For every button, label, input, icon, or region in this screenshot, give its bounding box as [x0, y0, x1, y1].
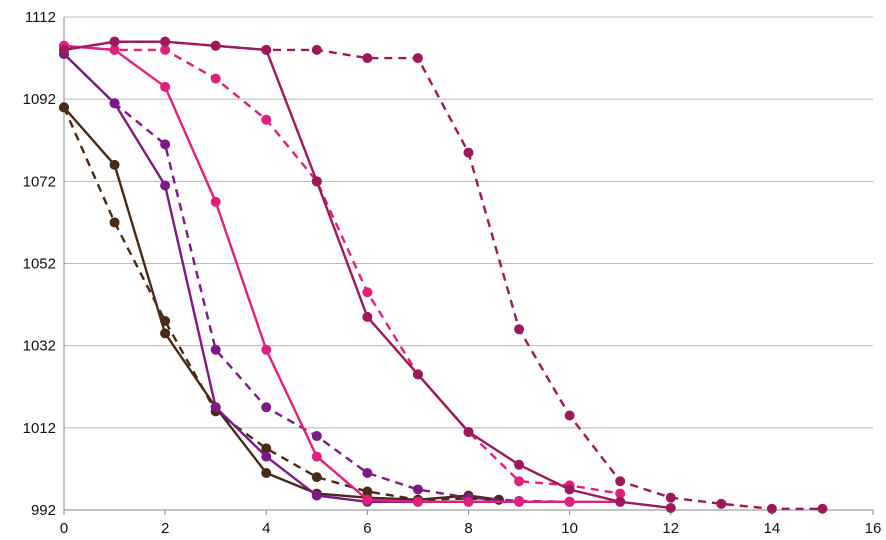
data-point	[362, 53, 373, 64]
x-tick-label: 8	[464, 520, 472, 537]
data-point	[362, 311, 373, 322]
x-tick-label: 4	[262, 520, 270, 537]
data-point	[564, 484, 575, 495]
data-point	[766, 503, 777, 514]
series-line	[62, 106, 499, 501]
data-point	[412, 496, 423, 507]
data-point	[261, 443, 272, 454]
y-tick-label: 1052	[23, 256, 56, 273]
data-point	[615, 496, 626, 507]
data-point	[362, 287, 373, 298]
data-point	[210, 40, 221, 51]
data-point	[615, 488, 626, 499]
data-point	[311, 176, 322, 187]
y-tick-label: 1032	[23, 338, 56, 355]
series-line	[63, 40, 671, 510]
series-line	[63, 40, 823, 510]
data-point	[160, 81, 171, 92]
series-line	[63, 106, 499, 501]
data-point	[311, 431, 322, 442]
x-tick-label: 12	[662, 520, 679, 537]
data-point	[261, 402, 272, 413]
data-point	[463, 426, 474, 437]
x-tick-label: 16	[865, 520, 882, 537]
data-point	[261, 114, 272, 125]
series-7	[59, 36, 828, 514]
data-point	[109, 36, 120, 47]
data-point	[311, 44, 322, 55]
series-line	[63, 44, 621, 495]
data-point	[59, 102, 69, 113]
data-point	[109, 217, 120, 228]
data-point	[362, 494, 373, 505]
data-point	[210, 73, 221, 84]
x-tick-label: 2	[161, 520, 169, 537]
data-point	[362, 486, 373, 497]
x-tick-label: 6	[363, 520, 371, 537]
x-tick-label: 14	[764, 520, 781, 537]
data-point	[564, 410, 575, 421]
axes	[63, 17, 874, 515]
data-point	[311, 451, 322, 462]
data-point	[564, 496, 575, 507]
y-tick-label: 1092	[23, 91, 56, 108]
data-point	[109, 98, 120, 109]
data-point	[412, 484, 423, 495]
data-point	[311, 472, 322, 483]
data-point	[160, 328, 171, 339]
series-6	[59, 36, 676, 513]
data-point	[311, 490, 322, 501]
series-line	[63, 44, 621, 503]
data-point	[59, 44, 69, 55]
data-point	[463, 147, 474, 158]
series-5	[59, 40, 626, 499]
x-tick-labels: 0 2 4 6 8 10 12 14 16	[60, 520, 882, 537]
y-tick-label: 992	[31, 502, 56, 519]
data-point	[261, 344, 272, 355]
data-point	[514, 459, 525, 470]
data-point	[665, 492, 676, 503]
data-point	[210, 196, 221, 207]
data-point	[210, 402, 221, 413]
data-point	[362, 468, 373, 479]
y-tick-labels: 992 1012 1032 1052 1072 1092 1112	[23, 9, 56, 519]
data-point	[160, 44, 171, 55]
x-tick-label: 10	[561, 520, 578, 537]
data-point	[514, 496, 525, 507]
y-tick-label: 1112	[25, 9, 56, 26]
data-point	[160, 180, 171, 191]
data-point	[514, 324, 525, 335]
data-point	[160, 316, 171, 327]
data-point	[817, 503, 828, 514]
y-tick-label: 1012	[23, 420, 56, 437]
data-point	[261, 468, 272, 479]
data-point	[716, 498, 727, 509]
data-point	[615, 476, 626, 487]
gridlines	[64, 16, 873, 429]
data-point	[160, 139, 171, 150]
data-point	[109, 159, 120, 170]
data-point	[463, 496, 474, 507]
data-point	[160, 36, 171, 47]
series-1	[59, 102, 504, 505]
data-point	[412, 53, 423, 64]
series-group	[59, 36, 828, 514]
data-point	[261, 44, 272, 55]
data-point	[665, 502, 676, 513]
x-tick-label: 0	[60, 520, 68, 537]
data-point	[514, 476, 525, 487]
y-tick-label: 1072	[23, 173, 56, 190]
data-point	[210, 344, 221, 355]
series-0	[59, 102, 504, 505]
data-point	[109, 44, 120, 55]
data-point	[261, 451, 272, 462]
series-4	[59, 40, 626, 507]
data-point	[412, 369, 423, 380]
series-3	[59, 48, 575, 507]
